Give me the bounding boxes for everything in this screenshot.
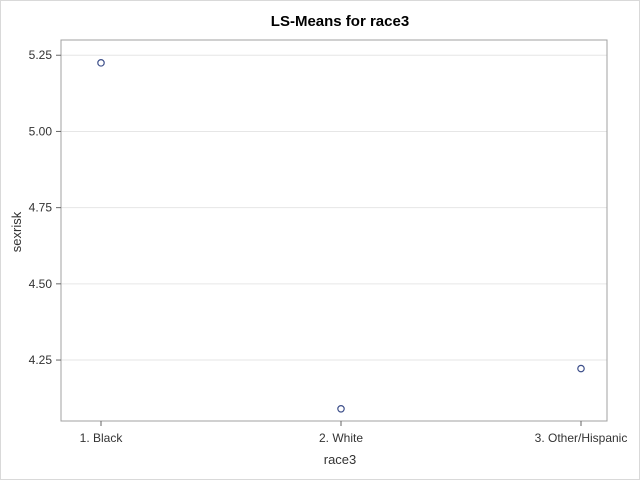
x-tick-label: 2. White <box>319 431 363 445</box>
x-axis-label: race3 <box>324 452 357 467</box>
chart-title: LS-Means for race3 <box>271 13 409 30</box>
data-point <box>577 364 585 373</box>
y-tick-label: 4.50 <box>29 277 53 291</box>
y-axis-label: sexrisk <box>9 211 24 252</box>
plot-area-border <box>60 39 608 422</box>
gridlines <box>61 54 607 361</box>
x-tick-label: 1. Black <box>80 431 124 445</box>
y-tick-label: 5.25 <box>29 48 53 62</box>
y-axis: 4.25 4.50 4.75 5.00 5.25 <box>29 48 61 367</box>
y-tick-label: 4.25 <box>29 353 53 367</box>
data-points <box>97 59 585 413</box>
x-tick-label: 3. Other/Hispanic <box>535 431 628 445</box>
data-point <box>337 405 345 413</box>
data-point <box>97 59 105 67</box>
y-tick-label: 4.75 <box>29 201 53 215</box>
y-tick-label: 5.00 <box>29 124 53 138</box>
x-axis: 1. Black 2. White 3. Other/Hispanic <box>80 421 628 445</box>
